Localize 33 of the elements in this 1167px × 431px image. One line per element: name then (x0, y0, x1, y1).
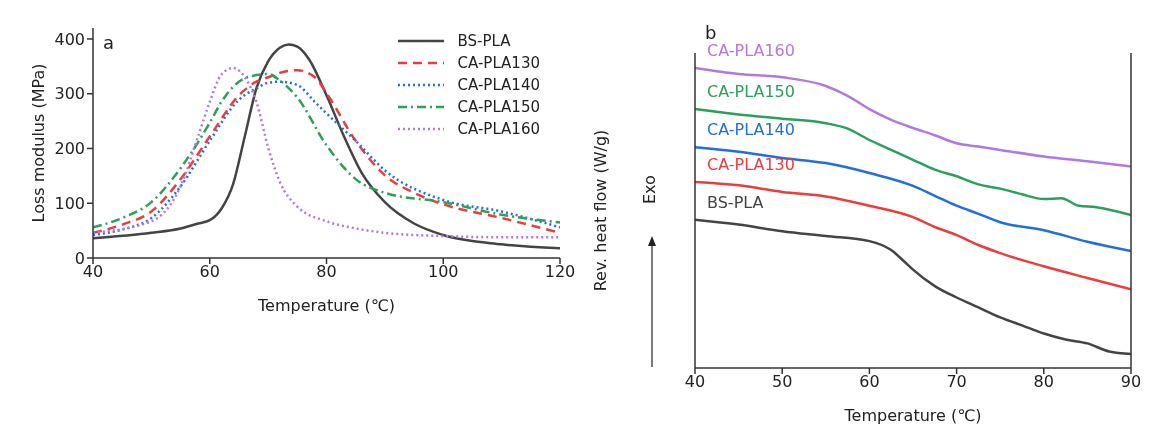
text: Exo (640, 175, 659, 204)
x-tick-label: 80 (1033, 372, 1054, 392)
legend-label: CA-PLA140 (457, 76, 540, 94)
annotation: a (103, 32, 115, 53)
legend-label: CA-PLA150 (457, 98, 540, 116)
legend-label: CA-PLA130 (457, 54, 540, 72)
y-tick-label: 400 (54, 29, 85, 49)
x-tick-label: 60 (199, 262, 220, 282)
series-label: CA-PLA140 (707, 120, 795, 140)
x-tick-label: 60 (859, 372, 880, 392)
x-tick-label: 70 (946, 372, 967, 392)
y-axis-title: Rev. heat flow (W/g) (590, 129, 610, 292)
series-label: CA-PLA150 (707, 82, 795, 102)
y-tick-label: 300 (54, 84, 85, 104)
x-tick-label: 100 (427, 262, 459, 282)
legend-label: CA-PLA160 (457, 120, 540, 138)
series-label: CA-PLA130 (707, 155, 795, 174)
x-tick-label: 120 (544, 262, 576, 282)
text: b (705, 22, 717, 43)
series-label: CA-PLA160 (707, 41, 795, 60)
series-label: BS-PLA (707, 192, 764, 212)
x-tick-label: 40 (82, 262, 104, 282)
x-tick-label: 80 (316, 262, 337, 282)
x-tick-label: 90 (1120, 372, 1142, 392)
legend-label: BS-PLA (457, 32, 511, 50)
y-axis-title: Loss modulus (MPa) (28, 63, 48, 223)
y-tick-label: 200 (54, 139, 85, 159)
x-tick-label: 40 (684, 372, 706, 392)
y-tick-label: 0 (74, 248, 85, 268)
x-tick-label: 50 (772, 372, 793, 392)
x-axis-title: Temperature (℃) (257, 296, 395, 315)
y-tick-label: 100 (54, 193, 85, 213)
x-axis-title: Temperature (℃) (843, 406, 982, 425)
